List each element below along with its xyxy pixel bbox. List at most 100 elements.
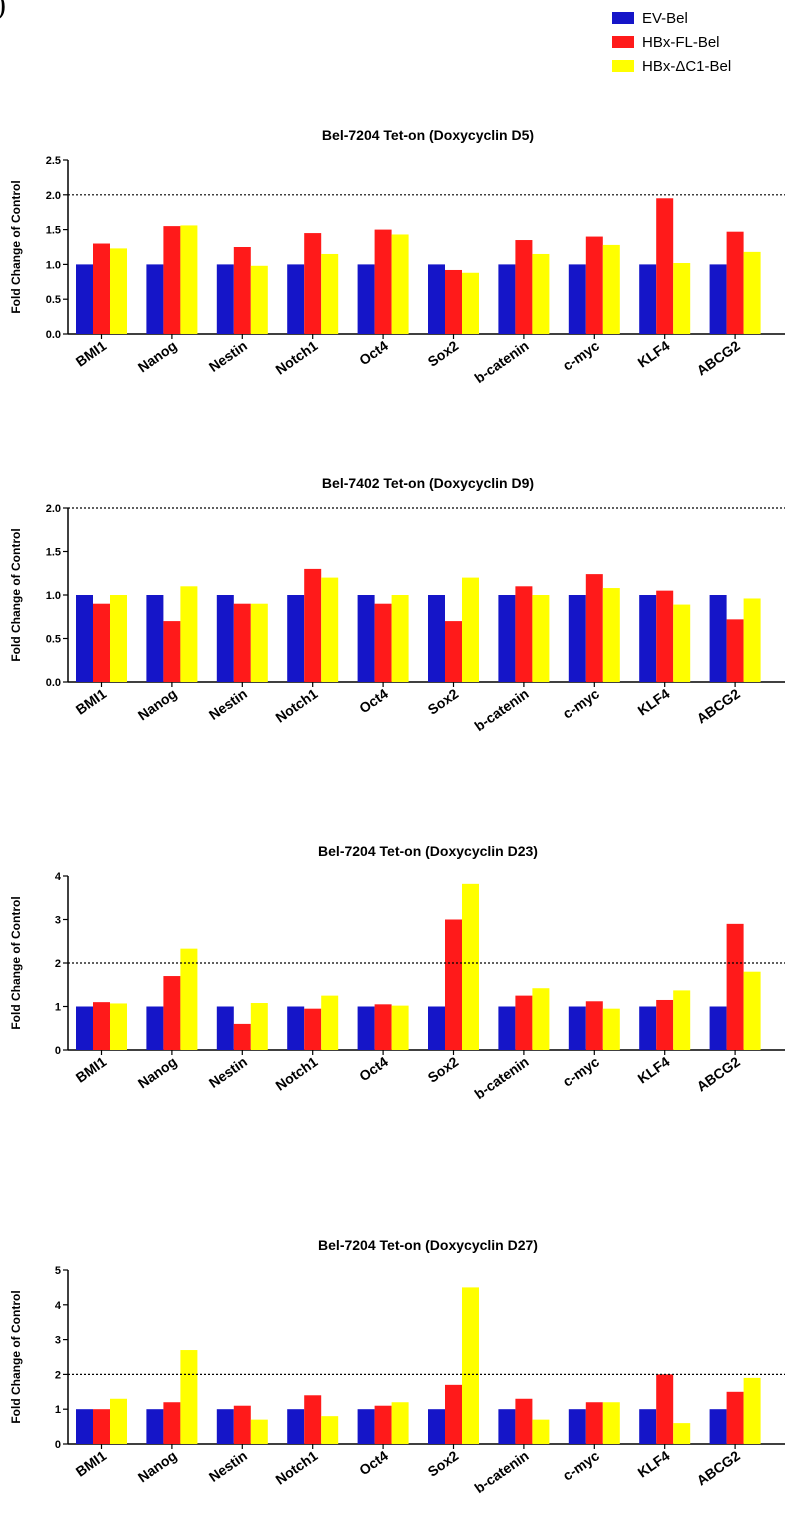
- y-tick-label: 1.0: [46, 590, 61, 602]
- bar-klf4-hbx-fl-bel: [656, 999, 674, 1050]
- bar-b-catenin-ev-bel: [498, 1409, 516, 1444]
- x-tick-label-c-myc: c-myc: [560, 1053, 603, 1089]
- bar-klf4-hbx-c1-bel: [673, 263, 691, 334]
- bar-notch1-hbx-fl-bel: [304, 1008, 322, 1050]
- legend-label-ev: EV-Bel: [642, 9, 688, 27]
- bar-nestin-hbx-c1-bel: [250, 1003, 268, 1050]
- x-tick-label-sox2: Sox2: [425, 685, 462, 717]
- bar-oct4-hbx-fl-bel: [374, 229, 392, 334]
- x-tick-label-b-catenin: b-catenin: [471, 1053, 531, 1102]
- x-tick-label-nestin: Nestin: [206, 337, 250, 375]
- bar-notch1-hbx-c1-bel: [321, 1416, 339, 1444]
- y-tick-label: 4: [55, 1300, 62, 1312]
- bar-oct4-hbx-fl-bel: [374, 1004, 392, 1050]
- bar-c-myc-hbx-fl-bel: [585, 1402, 603, 1444]
- bar-c-myc-ev-bel: [568, 1409, 586, 1444]
- bar-sox2-hbx-c1-bel: [462, 1287, 479, 1444]
- bar-notch1-hbx-fl-bel: [304, 568, 322, 682]
- x-tick-label-bmi1: BMI1: [73, 1053, 110, 1085]
- bar-bmi1-hbx-c1-bel: [110, 248, 127, 334]
- x-tick-label-klf4: KLF4: [635, 1447, 673, 1480]
- bar-abcg2-hbx-c1-bel: [743, 251, 761, 334]
- bar-nanog-hbx-fl-bel: [163, 226, 181, 334]
- bar-abcg2-hbx-fl-bel: [726, 923, 744, 1050]
- bar-b-catenin-ev-bel: [498, 595, 516, 682]
- bar-bmi1-ev-bel: [76, 1409, 93, 1444]
- y-axis-label: Fold Change of Control: [9, 896, 23, 1029]
- bar-sox2-hbx-fl-bel: [445, 919, 462, 1050]
- bar-notch1-hbx-c1-bel: [321, 577, 339, 682]
- bar-nanog-hbx-c1-bel: [180, 225, 198, 334]
- bar-bmi1-hbx-c1-bel: [110, 1003, 127, 1050]
- x-tick-label-notch1: Notch1: [272, 685, 320, 725]
- y-tick-label: 0: [55, 1439, 61, 1451]
- bar-c-myc-hbx-fl-bel: [585, 236, 603, 334]
- bar-nestin-hbx-c1-bel: [250, 265, 268, 334]
- legend-item-hbx-dc1: HBx-ΔC1-Bel: [612, 54, 731, 78]
- bar-oct4-ev-bel: [357, 1006, 375, 1050]
- y-tick-label: 3: [55, 915, 61, 927]
- y-tick-label: 1.0: [46, 259, 61, 271]
- x-tick-label-nestin: Nestin: [206, 1053, 250, 1091]
- bar-bmi1-hbx-c1-bel: [110, 595, 127, 682]
- x-tick-label-klf4: KLF4: [635, 685, 673, 718]
- chart-title: Bel-7402 Tet-on (Doxycyclin D9): [322, 475, 534, 491]
- y-tick-label: 0.0: [46, 677, 61, 689]
- x-tick-label-nestin: Nestin: [206, 1447, 250, 1485]
- bar-sox2-hbx-fl-bel: [445, 269, 462, 334]
- bar-sox2-ev-bel: [428, 1006, 445, 1050]
- bar-klf4-ev-bel: [639, 1409, 657, 1444]
- x-tick-label-oct4: Oct4: [356, 1053, 391, 1084]
- bar-c-myc-hbx-fl-bel: [585, 574, 603, 682]
- x-tick-label-c-myc: c-myc: [560, 685, 603, 721]
- x-tick-label-bmi1: BMI1: [73, 1447, 110, 1479]
- legend-swatch-hbx-fl: [612, 36, 634, 48]
- bar-oct4-ev-bel: [357, 595, 375, 682]
- y-tick-label: 1: [55, 1002, 61, 1014]
- bar-klf4-ev-bel: [639, 595, 657, 682]
- y-tick-label: 1.5: [46, 547, 61, 559]
- bar-nanog-ev-bel: [146, 595, 164, 682]
- bar-sox2-hbx-fl-bel: [445, 1384, 462, 1444]
- bar-c-myc-hbx-c1-bel: [602, 1402, 620, 1444]
- bar-c-myc-hbx-fl-bel: [585, 1001, 603, 1050]
- x-tick-label-nanog: Nanog: [135, 1053, 180, 1091]
- bar-nestin-hbx-fl-bel: [233, 603, 251, 682]
- bar-klf4-ev-bel: [639, 1006, 657, 1050]
- y-axis-label: Fold Change of Control: [9, 528, 23, 661]
- bar-b-catenin-hbx-fl-bel: [515, 240, 533, 334]
- legend-item-hbx-fl: HBx-FL-Bel: [612, 30, 731, 54]
- bar-nestin-hbx-fl-bel: [233, 247, 251, 334]
- chart-d27: Bel-7204 Tet-on (Doxycyclin D27) Fold Cha…: [9, 1237, 785, 1496]
- bar-nanog-hbx-c1-bel: [180, 1350, 198, 1444]
- x-tick-label-nanog: Nanog: [135, 337, 180, 375]
- x-tick-label-nanog: Nanog: [135, 685, 180, 723]
- y-tick-label: 1.5: [46, 225, 61, 237]
- x-tick-label-oct4: Oct4: [356, 685, 391, 716]
- y-tick-label: 2: [55, 1369, 61, 1381]
- x-tick-label-abcg2: ABCG2: [693, 685, 742, 726]
- x-tick-label-b-catenin: b-catenin: [471, 685, 531, 734]
- bar-abcg2-ev-bel: [709, 595, 727, 682]
- bar-oct4-hbx-fl-bel: [374, 1405, 392, 1444]
- x-tick-label-sox2: Sox2: [425, 1053, 462, 1085]
- bar-c-myc-hbx-c1-bel: [602, 588, 620, 682]
- bar-sox2-ev-bel: [428, 264, 445, 334]
- bar-bmi1-hbx-fl-bel: [93, 1002, 110, 1050]
- legend-swatch-hbx-dc1: [612, 60, 634, 72]
- bar-oct4-hbx-c1-bel: [391, 595, 409, 682]
- bar-bmi1-ev-bel: [76, 264, 93, 334]
- chart-title: Bel-7204 Tet-on (Doxycyclin D27): [318, 1237, 538, 1253]
- chart-d9: Bel-7402 Tet-on (Doxycyclin D9) Fold Chan…: [9, 475, 785, 734]
- x-tick-label-b-catenin: b-catenin: [471, 337, 531, 386]
- bar-notch1-hbx-c1-bel: [321, 995, 339, 1050]
- bar-abcg2-hbx-c1-bel: [743, 1377, 761, 1444]
- bar-bmi1-hbx-fl-bel: [93, 603, 110, 682]
- y-tick-label: 2: [55, 958, 61, 970]
- bar-c-myc-ev-bel: [568, 264, 586, 334]
- bar-notch1-hbx-c1-bel: [321, 253, 339, 334]
- x-tick-label-notch1: Notch1: [272, 1447, 320, 1487]
- x-tick-label-c-myc: c-myc: [560, 1447, 603, 1483]
- bar-sox2-hbx-c1-bel: [462, 272, 479, 334]
- chart-title: Bel-7204 Tet-on (Doxycyclin D5): [322, 127, 534, 143]
